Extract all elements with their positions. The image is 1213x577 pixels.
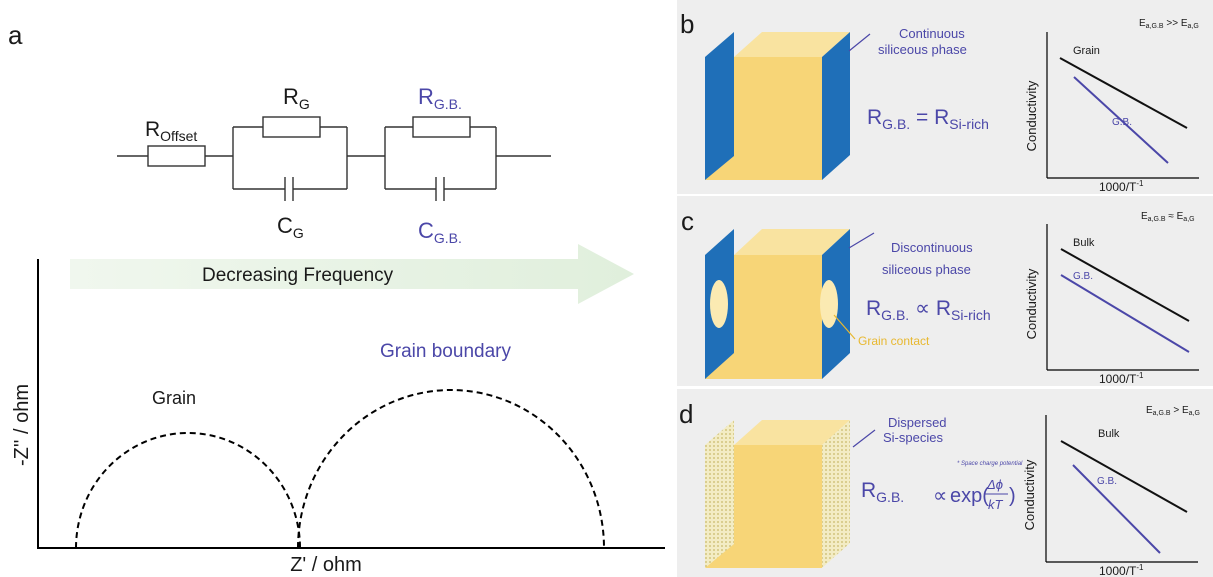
svg-text:kT: kT xyxy=(988,497,1004,512)
panel-d-ea-relation: Ea,G.B > Ea,G xyxy=(1146,405,1200,417)
panel-b-line1-label: Grain xyxy=(1073,45,1100,57)
panel-b-block xyxy=(705,32,850,180)
panel-a: a RO xyxy=(8,20,665,576)
grain-label: Grain xyxy=(152,388,196,408)
panel-d-gb-line xyxy=(1072,464,1161,554)
panel-c-xlabel: 1000/T-1 xyxy=(1099,371,1144,386)
r-grain-label: RG xyxy=(283,84,310,112)
panel-c-plot: Bulk G.B. Conductivity 1000/T-1 xyxy=(1024,224,1199,386)
panel-d-line2-label: G.B. xyxy=(1097,476,1117,487)
panel-c-block xyxy=(705,229,850,379)
panel-d-letter: d xyxy=(679,399,693,429)
panel-b-line2-label: G.B. xyxy=(1112,117,1132,128)
panel-b-plot: Grain G.B. Conductivity 1000/T-1 xyxy=(1024,32,1199,194)
y-axis-label: -Z'' / ohm xyxy=(11,384,33,466)
grain-semicircle xyxy=(75,432,301,549)
panel-c-line2-label: G.B. xyxy=(1073,271,1093,282)
arrow-label: Decreasing Frequency xyxy=(202,265,394,286)
svg-text:exp(: exp( xyxy=(950,485,989,507)
panel-b-letter: b xyxy=(680,9,694,39)
panel-c-contact-left xyxy=(710,280,728,328)
panel-c-callout-line xyxy=(848,232,875,249)
panel-c-bulk-line xyxy=(1060,248,1190,322)
panel-c-callout-1: Discontinuous xyxy=(891,240,973,255)
panel-d-ylabel: Conductivity xyxy=(1022,459,1037,530)
panel-b-equation: RG.B. = RSi-rich xyxy=(867,106,989,132)
panel-c-contact-right xyxy=(820,280,838,328)
panel-b-gb-line xyxy=(1073,76,1169,164)
svg-text:∝: ∝ xyxy=(933,485,947,507)
panel-d: d Dispersed Si-species * Space charge po… xyxy=(677,389,1213,577)
svg-text:Δϕ: Δϕ xyxy=(986,477,1003,492)
panel-b-grain-line xyxy=(1059,57,1188,129)
panel-d-callout-line xyxy=(852,429,876,448)
x-axis-label: Z' / ohm xyxy=(290,554,362,576)
panel-d-callout-1: Dispersed xyxy=(888,415,947,430)
panel-c-callout-2: siliceous phase xyxy=(882,262,971,277)
c-gb-label: CG.B. xyxy=(418,218,462,246)
gb-label: Grain boundary xyxy=(380,341,511,362)
panel-d-xlabel: 1000/T-1 xyxy=(1099,563,1144,577)
svg-text:): ) xyxy=(1009,485,1016,507)
panel-c-contact-line xyxy=(833,314,856,340)
panel-d-bulk-line xyxy=(1060,440,1188,513)
panel-b-xlabel: 1000/T-1 xyxy=(1099,179,1144,194)
svg-text:RG.B.: RG.B. xyxy=(861,479,904,505)
panel-b: b Continuous siliceous phase RG.B. = RSi… xyxy=(677,0,1213,194)
panel-b-ylabel: Conductivity xyxy=(1024,80,1039,151)
panel-c-line1-label: Bulk xyxy=(1073,237,1095,249)
c-grain-label: CG xyxy=(277,213,304,241)
panel-d-block xyxy=(705,420,850,568)
panel-d-note: * Space charge potential xyxy=(957,461,1023,467)
panel-b-callout-line xyxy=(848,33,871,52)
equivalent-circuit xyxy=(117,116,551,201)
frequency-arrow xyxy=(70,244,634,304)
gb-semicircle xyxy=(297,389,605,549)
panel-c-equation: RG.B. ∝ RSi-rich xyxy=(866,297,991,323)
panel-d-plot: Bulk G.B. Conductivity 1000/T-1 xyxy=(1022,415,1198,577)
panel-c-ea-relation: Ea,G.B ≈ Ea,G xyxy=(1141,211,1195,223)
r-gb-label: RG.B. xyxy=(418,84,462,112)
panel-c-gb-line xyxy=(1060,274,1190,353)
panel-d-equation: RG.B. ∝ exp( Δϕ kT ) xyxy=(861,477,1016,512)
panel-c-contact-label: Grain contact xyxy=(858,334,930,348)
r-offset-label: ROffset xyxy=(145,118,197,144)
panel-b-callout-2: siliceous phase xyxy=(878,42,967,57)
panel-d-line1-label: Bulk xyxy=(1098,428,1120,440)
panel-a-letter: a xyxy=(8,20,23,50)
panel-b-ea-relation: Ea,G.B >> Ea,G xyxy=(1139,18,1199,30)
panel-c-ylabel: Conductivity xyxy=(1024,268,1039,339)
panel-d-callout-2: Si-species xyxy=(883,430,943,445)
panel-c: c Discontinuous siliceous phase Grain co… xyxy=(677,196,1213,386)
panel-b-callout-1: Continuous xyxy=(899,26,965,41)
panel-c-letter: c xyxy=(681,206,694,236)
